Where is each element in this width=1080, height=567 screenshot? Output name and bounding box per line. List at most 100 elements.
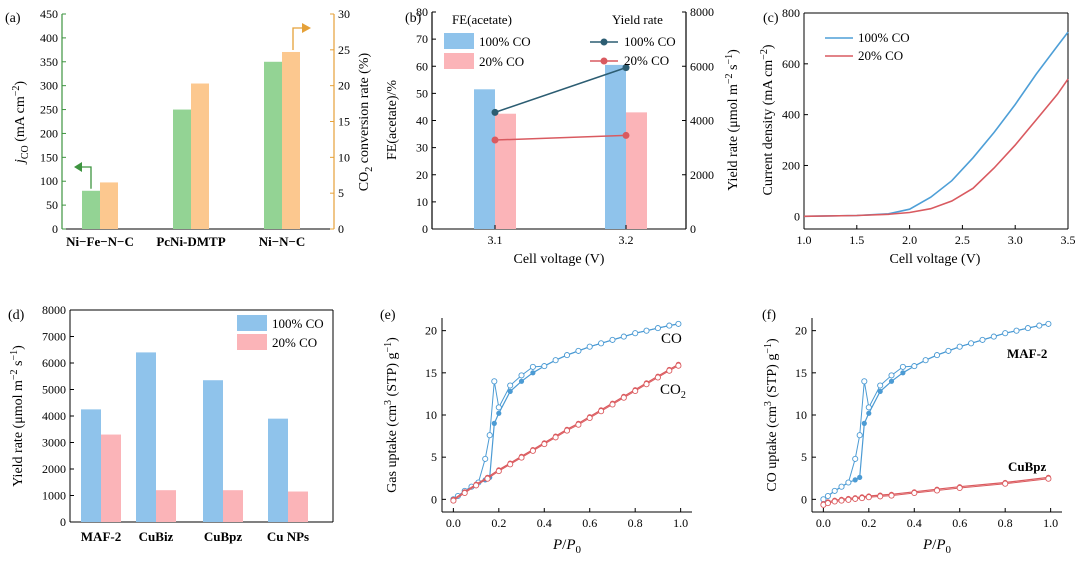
legend-swatch-100 — [237, 315, 267, 331]
current-density-curve — [803, 78, 1069, 218]
desorption-point — [911, 363, 918, 370]
x-axis-label: P/P0 — [922, 537, 952, 556]
desorption-point — [899, 363, 906, 370]
y-tick-label: 80 — [416, 5, 428, 19]
y-tick-label: 800 — [782, 6, 800, 20]
y-tick-label: 450 — [40, 7, 58, 21]
panel-label-e: (e) — [380, 308, 396, 323]
y-tick-label: 100 — [40, 174, 58, 188]
x-tick-label: 1.0 — [1043, 516, 1058, 530]
desorption-point — [1002, 480, 1009, 487]
desorption-point — [956, 343, 963, 350]
series-label-cubpz: CuBpz — [1008, 459, 1047, 474]
desorption-point — [586, 343, 593, 350]
y-tick-label: 0 — [690, 222, 696, 236]
desorption-point — [563, 352, 571, 359]
yield-rate-point — [622, 64, 630, 72]
desorption-point — [632, 330, 639, 337]
x-category-label: CuBiz — [139, 529, 174, 544]
y-tick-label: 10 — [425, 408, 437, 422]
y-tick-label: 4000 — [42, 409, 66, 423]
y-tick-label: 10 — [338, 150, 350, 164]
legend-label: 100% CO — [479, 34, 531, 49]
bar-fe-acetate — [495, 113, 516, 229]
y-tick-label: 5 — [801, 450, 807, 464]
desorption-point — [563, 427, 571, 434]
y-tick-label: 20 — [338, 79, 350, 93]
desorption-point — [620, 394, 627, 401]
series-label-co: CO — [661, 331, 682, 347]
desorption-point — [473, 482, 480, 489]
y-tick-label: 350 — [40, 55, 58, 69]
desorption-point — [632, 387, 639, 395]
x-axis-label: Cell voltage (V) — [514, 252, 605, 267]
x-tick-label: 2.5 — [955, 233, 970, 247]
y-tick-label: 20 — [416, 168, 428, 182]
desorption-point — [552, 434, 559, 441]
legend-marker — [600, 57, 608, 65]
legend-label: 20% CO — [858, 48, 903, 63]
bar-co2-conversion — [100, 182, 118, 229]
legend-label: 100% CO — [272, 316, 324, 331]
bar-yield-rate — [156, 490, 176, 522]
legend-swatch-20 — [444, 53, 474, 69]
x-tick-label: 0.4 — [907, 516, 922, 530]
yield-rate-line — [494, 134, 627, 141]
yield-rate-point — [491, 108, 499, 116]
desorption-point — [675, 320, 682, 327]
desorption-point — [461, 489, 468, 497]
desorption-point — [675, 362, 682, 369]
y-tick-label: 2000 — [42, 462, 66, 476]
legend-label: 20% CO — [272, 335, 317, 350]
desorption-point — [888, 492, 895, 499]
desorption-point — [956, 484, 963, 492]
panel-label-c: (c) — [763, 11, 779, 26]
yield-rate-point — [622, 131, 630, 139]
y-tick-label: 40 — [416, 114, 428, 128]
y-tick-label: 30 — [416, 141, 428, 155]
adsorption-point — [518, 378, 525, 384]
x-tick-label: 3.5 — [1061, 233, 1076, 247]
y-tick-label: 600 — [782, 57, 800, 71]
bar-yield-rate — [81, 409, 101, 522]
x-tick-label: 3.1 — [488, 233, 503, 247]
y-tick-label: 15 — [795, 366, 807, 380]
y-tick-label: 1000 — [42, 489, 66, 503]
desorption-point — [666, 322, 673, 329]
y-tick-label: 5 — [338, 186, 344, 200]
desorption-point — [1013, 327, 1020, 334]
y-tick-label: 30 — [338, 7, 350, 21]
desorption-point — [968, 340, 975, 347]
legend-swatch-100 — [444, 33, 474, 49]
yield-rate-point — [491, 136, 499, 144]
arrow-right-indicator — [292, 27, 302, 50]
panel-label-d: (d) — [8, 308, 25, 323]
legend-label: 20% CO — [479, 54, 524, 69]
desorption-point — [586, 414, 593, 422]
arrow-left-indicator — [82, 166, 92, 189]
y-tick-label: 6000 — [42, 356, 66, 370]
adsorption-point — [877, 388, 883, 394]
desorption-point — [598, 340, 605, 347]
desorption-point — [861, 378, 868, 385]
desorption-point — [575, 421, 582, 428]
x-category-label: CuBpz — [204, 529, 243, 544]
y-tick-label: 400 — [40, 31, 58, 45]
bar-jco — [264, 61, 282, 230]
desorption-point — [541, 363, 548, 370]
y-tick-label: 15 — [425, 366, 437, 380]
y-axis-label: CO uptake (cm3 (STP) g−1) — [763, 338, 780, 492]
y-axis-label: Gas uptake (cm3 (STP) g−1) — [383, 337, 400, 493]
y-tick-label: 300 — [40, 79, 58, 93]
desorption-point — [654, 374, 661, 381]
x-tick-label: 0.4 — [537, 516, 552, 530]
desorption-point — [495, 468, 502, 475]
legend-label: 100% CO — [858, 30, 910, 45]
x-tick-label: 3.0 — [1008, 233, 1023, 247]
desorption-point — [518, 454, 525, 461]
bar-fe-acetate — [474, 89, 495, 230]
bar-yield-rate — [203, 380, 223, 522]
desorption-point — [620, 333, 627, 340]
y-tick-label: 20 — [795, 324, 807, 338]
adsorption-point — [852, 477, 858, 483]
